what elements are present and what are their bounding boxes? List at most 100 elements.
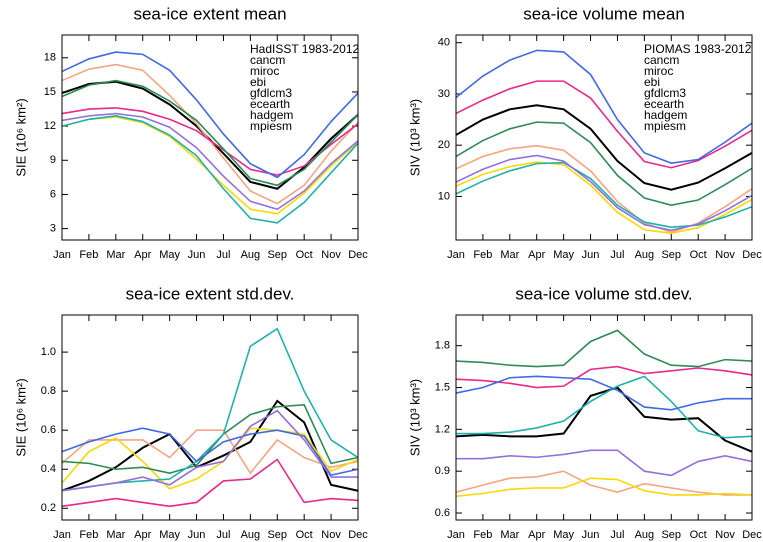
- y-tick-label: 40: [438, 37, 450, 49]
- series-line: [456, 449, 753, 477]
- y-tick-label: 0.4: [41, 463, 56, 475]
- legend-entry: ecearth: [250, 97, 290, 111]
- series-line: [61, 427, 359, 490]
- series-line: [455, 49, 753, 164]
- legend-entry: PIOMAS 1983-2012: [644, 42, 752, 56]
- x-tick-label: Apr: [134, 249, 151, 261]
- plot-frame: [61, 314, 359, 521]
- series-line: [455, 121, 753, 206]
- x-tick-label: Mar: [500, 529, 519, 541]
- x-tick-label: Mar: [500, 249, 519, 261]
- y-tick-label: 0.6: [435, 507, 450, 519]
- series-line: [61, 51, 359, 179]
- series-line: [456, 375, 753, 439]
- y-tick-label: 10: [438, 190, 450, 202]
- x-tick-label: Dec: [348, 249, 368, 261]
- y-axis-label: SIV (10³ km³): [407, 379, 422, 456]
- x-tick-label: Jan: [53, 249, 71, 261]
- x-tick-label: Apr: [528, 529, 545, 541]
- series-line: [455, 375, 752, 411]
- series-line: [455, 80, 753, 169]
- legend-entry: ebi: [250, 75, 266, 89]
- x-tick-label: Sep: [267, 249, 287, 261]
- chart-title: sea-ice volume mean: [523, 4, 685, 23]
- x-tick-label: Jul: [610, 529, 624, 541]
- x-tick-label: Sep: [267, 529, 287, 541]
- legend-entry: mpiesm: [644, 119, 686, 133]
- x-tick-label: May: [553, 249, 574, 261]
- x-tick-label: Jan: [447, 529, 465, 541]
- legend-entry: miroc: [644, 64, 673, 78]
- x-tick-label: Sep: [661, 529, 681, 541]
- series-line: [61, 403, 359, 474]
- series-line: [455, 477, 753, 498]
- plot-frame: [455, 314, 753, 521]
- x-tick-label: Sep: [661, 249, 681, 261]
- y-tick-label: 1.8: [435, 340, 450, 352]
- y-tick-label: 3: [50, 223, 56, 235]
- legend-entry: HadISST 1983-2012: [250, 42, 360, 56]
- series-line: [455, 104, 753, 191]
- series-line: [61, 107, 359, 176]
- series-line: [455, 329, 753, 368]
- chart-title: sea-ice extent std.dev.: [126, 284, 295, 303]
- series-line: [61, 112, 359, 211]
- chart-title: sea-ice extent mean: [133, 4, 286, 23]
- legend-entry: gfdlcm3: [644, 86, 686, 100]
- y-tick-label: 18: [44, 52, 56, 64]
- legend-entry: hadgem: [644, 108, 687, 122]
- x-tick-label: Apr: [528, 249, 545, 261]
- series-line: [61, 116, 359, 215]
- plot-frame: [61, 34, 359, 241]
- x-tick-label: Feb: [79, 529, 98, 541]
- series-line: [455, 154, 753, 232]
- x-tick-label: Jul: [610, 249, 624, 261]
- x-tick-label: May: [159, 529, 180, 541]
- chart-title: sea-ice volume std.dev.: [515, 284, 692, 303]
- legend-entry: cancm: [250, 53, 285, 67]
- y-tick-label: 6: [50, 188, 56, 200]
- x-tick-label: Nov: [321, 529, 341, 541]
- legend-entry: cancm: [644, 53, 679, 67]
- series-line: [455, 386, 753, 453]
- series-line: [61, 458, 359, 508]
- x-tick-label: Jun: [188, 529, 206, 541]
- legend-entry: hadgem: [250, 108, 293, 122]
- legend-entry: ebi: [644, 75, 660, 89]
- y-axis-label: SIE (10⁶ km²): [13, 378, 28, 456]
- x-tick-label: Dec: [742, 249, 762, 261]
- x-tick-label: Feb: [473, 529, 492, 541]
- y-tick-label: 15: [44, 86, 56, 98]
- x-tick-label: Mar: [106, 529, 125, 541]
- y-axis-label: SIV (10³ km³): [407, 99, 422, 176]
- x-tick-label: Aug: [241, 249, 261, 261]
- y-axis-label: SIE (10⁶ km²): [13, 98, 28, 176]
- y-tick-label: 0.6: [41, 424, 56, 436]
- x-tick-label: Feb: [79, 249, 98, 261]
- y-tick-label: 12: [44, 120, 56, 132]
- x-tick-label: Jun: [582, 249, 600, 261]
- x-tick-label: Jul: [216, 249, 230, 261]
- y-tick-label: 1.0: [41, 346, 56, 358]
- x-tick-label: Feb: [473, 249, 492, 261]
- legend-entry: miroc: [250, 64, 279, 78]
- series-line: [61, 79, 359, 187]
- x-tick-label: Nov: [321, 249, 341, 261]
- x-tick-label: Jul: [216, 529, 230, 541]
- x-tick-label: Dec: [742, 529, 762, 541]
- x-tick-label: Aug: [635, 529, 655, 541]
- x-tick-label: Aug: [241, 529, 261, 541]
- y-tick-label: 0.9: [435, 465, 450, 477]
- x-tick-label: Mar: [106, 249, 125, 261]
- series-line: [455, 144, 753, 234]
- x-tick-label: May: [159, 249, 180, 261]
- y-tick-label: 20: [438, 139, 450, 151]
- y-tick-label: 30: [438, 88, 450, 100]
- series-line: [61, 115, 359, 224]
- series-line: [61, 399, 359, 492]
- x-tick-label: Oct: [690, 529, 707, 541]
- x-tick-label: Oct: [690, 249, 707, 261]
- series-line: [455, 365, 753, 389]
- x-tick-label: May: [553, 529, 574, 541]
